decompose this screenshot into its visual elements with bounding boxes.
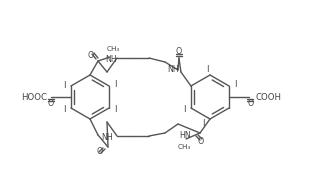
Text: NH: NH — [101, 133, 113, 141]
Text: I: I — [184, 105, 186, 113]
Text: O: O — [48, 100, 54, 108]
Text: HN: HN — [179, 132, 191, 140]
Text: O: O — [198, 137, 204, 146]
Text: CH₃: CH₃ — [177, 144, 191, 150]
Text: NH: NH — [167, 66, 179, 74]
Text: COOH: COOH — [255, 93, 281, 101]
Text: I: I — [206, 66, 208, 74]
Text: I: I — [114, 81, 117, 89]
Text: I: I — [64, 105, 66, 113]
Text: O: O — [248, 100, 254, 108]
Text: CH₃: CH₃ — [106, 46, 120, 52]
Text: HOOC: HOOC — [21, 93, 47, 101]
Text: O: O — [97, 147, 103, 157]
Text: I: I — [114, 105, 117, 113]
Text: I: I — [202, 120, 205, 128]
Text: O: O — [176, 48, 182, 56]
Text: I: I — [64, 81, 66, 89]
Text: I: I — [234, 81, 237, 89]
Text: NH: NH — [105, 55, 117, 63]
Text: O: O — [88, 50, 94, 60]
